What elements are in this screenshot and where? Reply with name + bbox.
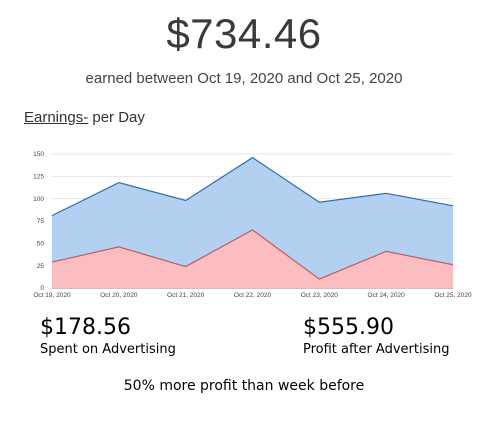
y-tick-label: 100 — [33, 196, 44, 203]
series-1-area — [52, 157, 453, 288]
profit-amount: $555.90 — [303, 315, 394, 340]
x-tick-label: Oct 20, 2020 — [100, 292, 138, 299]
total-earnings: $734.46 — [166, 10, 322, 57]
x-axis-ticks: Oct 19, 2020 Oct 20, 2020 Oct 21, 2020 Oct … — [33, 292, 472, 299]
y-tick-label: 150 — [33, 151, 44, 158]
y-tick-label: 50 — [37, 241, 45, 248]
chart-title: Earnings- per Day — [24, 109, 145, 126]
series-areas — [52, 157, 453, 288]
y-tick-label: 75 — [37, 218, 45, 225]
x-tick-label: Oct 22, 2020 — [234, 292, 272, 299]
x-tick-label: Oct 24, 2020 — [368, 292, 406, 299]
series-lines — [51, 156, 454, 280]
x-tick-label: Oct 21, 2020 — [167, 292, 205, 299]
chart-title-rest: per Day — [88, 109, 145, 126]
series-2-area — [52, 229, 453, 288]
chart-title-underlined: Earnings- — [24, 109, 89, 126]
y-tick-label: 125 — [33, 174, 44, 181]
earnings-chart: 0 25 50 75 100 125 150 Oct 19, 2020 Oct 20, 202… — [33, 151, 472, 299]
x-tick-label: Oct 19, 2020 — [33, 292, 71, 299]
comparison-note: 50% more profit than week before — [123, 378, 365, 394]
x-tick-label: Oct 23, 2020 — [301, 292, 339, 299]
profit-stat: $555.90 Profit after Advertising — [303, 315, 449, 359]
x-tick-label: Oct 25, 2020 — [434, 292, 472, 299]
date-range-subtitle: earned between Oct 19, 2020 and Oct 25, … — [85, 70, 403, 87]
spent-label: Spent on Advertising — [40, 342, 176, 357]
spent-amount: $178.56 — [40, 315, 131, 340]
y-tick-label: 0 — [40, 285, 44, 292]
profit-label: Profit after Advertising — [303, 342, 450, 357]
y-axis-ticks: 0 25 50 75 100 125 150 — [33, 151, 44, 292]
y-tick-label: 25 — [37, 263, 45, 270]
spent-stat: $178.56 Spent on Advertising — [40, 315, 176, 359]
